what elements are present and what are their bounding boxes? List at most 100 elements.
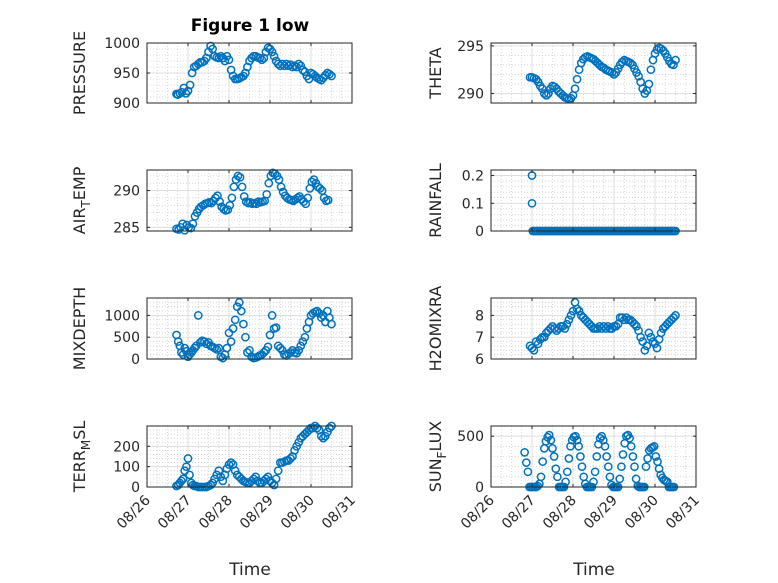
data-point (286, 454, 295, 463)
panel-air-temp: 285 290 AIRTEMP (70, 166, 353, 236)
x-tick-label: 08/28 (540, 493, 580, 533)
x-tick-label: 08/27 (155, 493, 195, 533)
y-axis-label: H2OMIXRA (426, 286, 445, 372)
data-point (634, 71, 643, 81)
data-point (626, 441, 636, 451)
y-tick-label: 285 (113, 220, 140, 236)
data-point (320, 71, 330, 80)
data-point (643, 454, 652, 463)
data-point (544, 89, 553, 98)
data-point (656, 328, 666, 338)
data-point (600, 441, 610, 451)
data-point (617, 462, 626, 472)
data-point (230, 466, 240, 476)
data-point (327, 71, 336, 81)
data-point (561, 477, 570, 487)
data-point (251, 472, 261, 482)
data-point (649, 441, 659, 451)
x-tick-label: 08/31 (663, 493, 703, 533)
data-point (294, 437, 304, 447)
data-point (652, 45, 662, 55)
data-point (615, 474, 625, 484)
data-point (529, 345, 539, 355)
data-point (249, 474, 258, 484)
data-point (644, 79, 654, 89)
data-point (195, 338, 205, 347)
y-tick-label: 295 (457, 39, 484, 55)
y-tick-label: 290 (457, 86, 484, 102)
data-point (646, 65, 656, 75)
data-point (230, 315, 240, 325)
data-point (300, 332, 310, 342)
panel-pressure: 900 950 1000 PRESSURE (70, 31, 353, 115)
data-point (216, 472, 226, 482)
data-point (592, 452, 602, 461)
axes-box (490, 42, 697, 104)
data-point (644, 328, 654, 338)
data-point (215, 197, 224, 206)
data-point (316, 431, 326, 441)
panel-mixdepth: 0 500 1000 MIXDEPTH (70, 287, 353, 370)
data-point (572, 435, 582, 445)
y-tick-label: 200 (113, 439, 140, 455)
data-point (303, 193, 313, 203)
data-point (669, 60, 678, 70)
data-point (652, 343, 662, 353)
data-point (619, 315, 629, 325)
data-point (286, 348, 295, 357)
data-point (298, 65, 308, 75)
y-tick-label: 0.1 (462, 196, 484, 212)
data-point (271, 474, 281, 484)
axes-box (146, 425, 353, 488)
data-point (597, 431, 607, 441)
data-point (277, 345, 287, 355)
data-point (294, 59, 304, 69)
x-tick-label: 08/30 (622, 493, 662, 533)
data-point (576, 452, 585, 461)
y-axis-label: RAINFALL (426, 163, 445, 238)
data-point (174, 225, 183, 234)
axes-box (490, 297, 697, 360)
data-point (237, 182, 247, 192)
data-point (546, 435, 556, 445)
axes-box (146, 297, 353, 360)
y-tick-label: 6 (475, 352, 484, 368)
y-tick-label: 950 (113, 66, 140, 82)
data-point (630, 462, 639, 472)
data-point (539, 332, 549, 342)
data-point (560, 324, 570, 333)
data-point (570, 84, 580, 94)
y-axis-label: TERRMSL (70, 421, 93, 494)
x-tick-label: 08/26 (458, 492, 498, 532)
data-point (226, 337, 236, 346)
data-point (267, 311, 277, 320)
y-axis-label: SUNFLUX (426, 421, 449, 493)
data-point (669, 313, 678, 322)
data-point (327, 319, 336, 329)
data-point (564, 315, 574, 325)
data-point (228, 324, 238, 333)
data-point (537, 84, 547, 94)
data-point (224, 460, 234, 469)
data-point (603, 462, 613, 472)
data-point (239, 192, 249, 201)
data-point (564, 454, 574, 463)
data-point (323, 427, 332, 437)
data-point (638, 84, 648, 94)
data-point (553, 472, 562, 482)
data-point (571, 431, 580, 441)
data-point (223, 205, 233, 215)
data-point (538, 457, 548, 466)
data-point (589, 477, 598, 487)
data-point (185, 470, 194, 480)
data-point (261, 474, 271, 484)
figure-title: Figure 1 low (191, 16, 310, 36)
data-point (275, 343, 285, 353)
data-point (618, 450, 628, 459)
x-tick-label: 08/26 (114, 492, 154, 532)
y-tick-label: 0 (131, 480, 140, 496)
x-tick-label: 08/29 (581, 493, 621, 533)
data-point (320, 431, 330, 441)
data-point (574, 441, 584, 451)
data-point (183, 454, 193, 463)
